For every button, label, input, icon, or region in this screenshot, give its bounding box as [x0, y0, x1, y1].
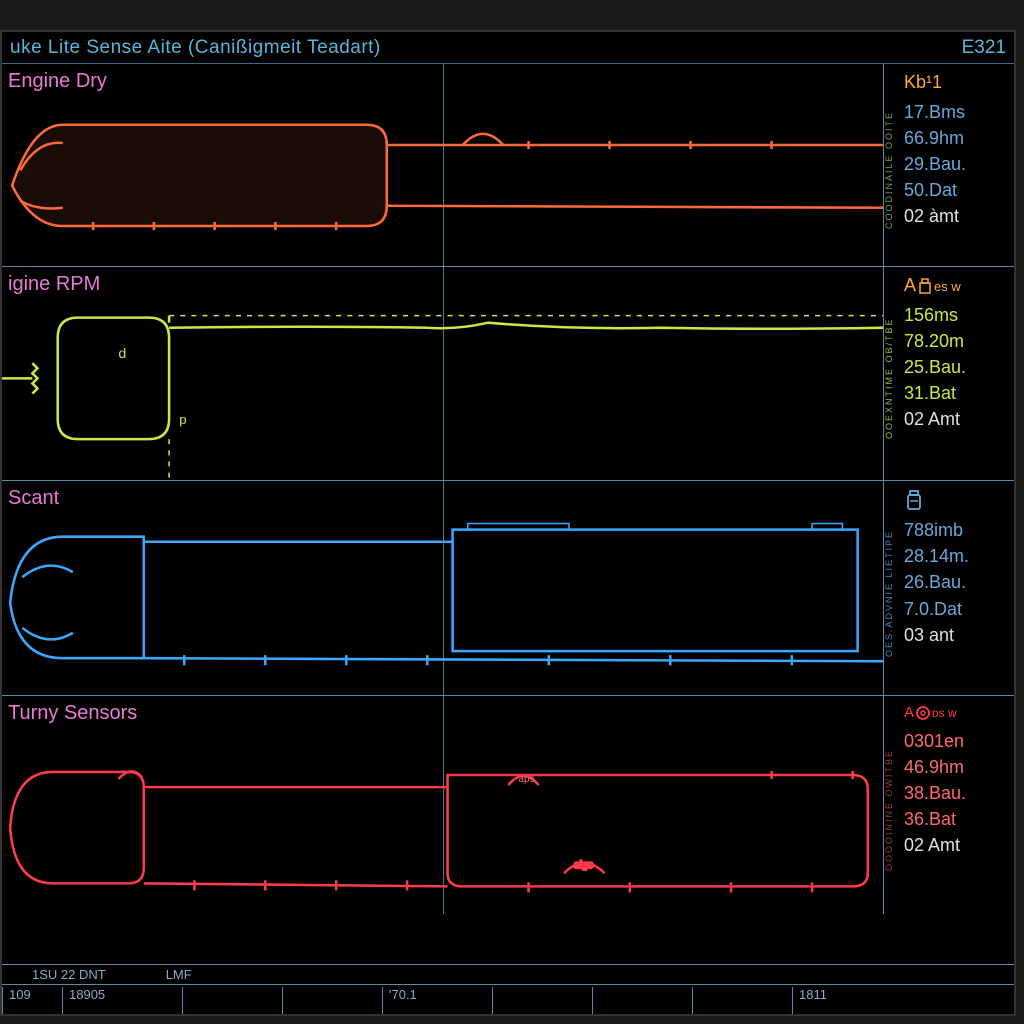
tick: 1811 [792, 987, 1014, 1014]
header-bar: uke Lite Sense Aite (Canißigmeit Teadart… [2, 32, 1014, 64]
side-header-prefix: A [904, 704, 914, 721]
jar-icon [904, 489, 924, 511]
panel-engine-dry: Engine Dry [2, 64, 1014, 267]
side-value: 66.9hm [904, 125, 1008, 151]
panel-side: COODINAILE OOITE Kb¹1 17.Bms 66.9hm 29.B… [884, 64, 1014, 266]
app-title: uke Lite Sense Aite (Canißigmeit Teadart… [10, 37, 381, 59]
svg-text:aigo: aigo [574, 860, 593, 871]
side-vertical-label: COODINAILE OOITE [882, 84, 896, 256]
panel-main: Turny Sensors aps aigo [2, 696, 884, 914]
side-value: 36.Bat [904, 806, 1008, 832]
side-value: 156ms [904, 302, 1008, 328]
tick: 18905 [62, 987, 182, 1014]
side-header-text: A [904, 275, 916, 295]
side-header [904, 489, 1008, 511]
tick: 109 [2, 987, 62, 1014]
side-header-suffix: ᴅs w [932, 706, 957, 720]
side-value: 50.Dat [904, 177, 1008, 203]
side-header: Kb¹1 [904, 72, 1008, 93]
side-vertical-label: OOEXNTIME OB/TBE [882, 287, 896, 470]
side-value: 38.Bau. [904, 780, 1008, 806]
panel-main: Scant [2, 481, 884, 695]
waveform-engine-dry [2, 64, 883, 270]
footer-label: LMF [166, 967, 192, 982]
side-value: 03 ant [904, 622, 1008, 648]
diagnostic-screen: uke Lite Sense Aite (Canißigmeit Teadart… [0, 30, 1016, 1016]
footer: 1SU 22 DNT LMF 109 18905 '70.1 1811 [2, 964, 1014, 1014]
chip-icon [916, 277, 934, 295]
tick [692, 987, 792, 1014]
panel-side: OES.ADVNIE LIETIPE 788imb 28.14m. 26.Bau… [884, 481, 1014, 695]
tick [182, 987, 282, 1014]
side-value: 78.20m [904, 328, 1008, 354]
side-vertical-label: OOOOININE OWITBE [882, 716, 896, 904]
svg-text:aps: aps [518, 774, 534, 785]
side-header: Aes w [904, 275, 1008, 296]
side-value: 31.Bat [904, 380, 1008, 406]
side-value: 29.Bau. [904, 151, 1008, 177]
svg-text:p: p [179, 412, 186, 427]
side-value: 0301en [904, 728, 1008, 754]
side-value: 17.Bms [904, 99, 1008, 125]
side-value: 02 àmt [904, 203, 1008, 229]
side-header-suffix: es w [934, 279, 961, 294]
tick [592, 987, 692, 1014]
footer-label: 1SU 22 DNT [32, 967, 106, 982]
footer-ticks: 109 18905 '70.1 1811 [2, 984, 1014, 1014]
svg-text:d: d [118, 346, 126, 362]
panels-container: Engine Dry [2, 64, 1014, 914]
side-value: 7.0.Dat [904, 596, 1008, 622]
tick [492, 987, 592, 1014]
header-code: E321 [962, 37, 1006, 59]
side-value: 788imb [904, 517, 1008, 543]
footer-labels: 1SU 22 DNT LMF [2, 964, 1014, 984]
tick: '70.1 [382, 987, 492, 1014]
waveform-engine-rpm: d p [2, 267, 883, 484]
panel-main: igine RPM d p [2, 267, 884, 480]
waveform-scant [2, 481, 883, 699]
panel-side: OOOOININE OWITBE Aᴅs w 0301en 46.9hm 38.… [884, 696, 1014, 914]
side-value: 02 Amt [904, 832, 1008, 858]
panel-main: Engine Dry [2, 64, 884, 266]
panel-scant: Scant [2, 481, 1014, 696]
side-value: 25.Bau. [904, 354, 1008, 380]
side-value: 28.14m. [904, 543, 1008, 569]
panel-turny-sensors: Turny Sensors aps aigo [2, 696, 1014, 914]
waveform-turny-sensors: aps aigo [2, 696, 883, 917]
panel-engine-rpm: igine RPM d p OOEXNTIME [2, 267, 1014, 481]
gauge-icon [914, 704, 932, 722]
tick [282, 987, 382, 1014]
panel-side: OOEXNTIME OB/TBE Aes w 156ms 78.20m 25.B… [884, 267, 1014, 480]
side-header: Aᴅs w [904, 704, 1008, 722]
side-value: 26.Bau. [904, 569, 1008, 595]
side-value: 46.9hm [904, 754, 1008, 780]
side-vertical-label: OES.ADVNIE LIETIPE [882, 501, 896, 685]
side-value: 02 Amt [904, 406, 1008, 432]
